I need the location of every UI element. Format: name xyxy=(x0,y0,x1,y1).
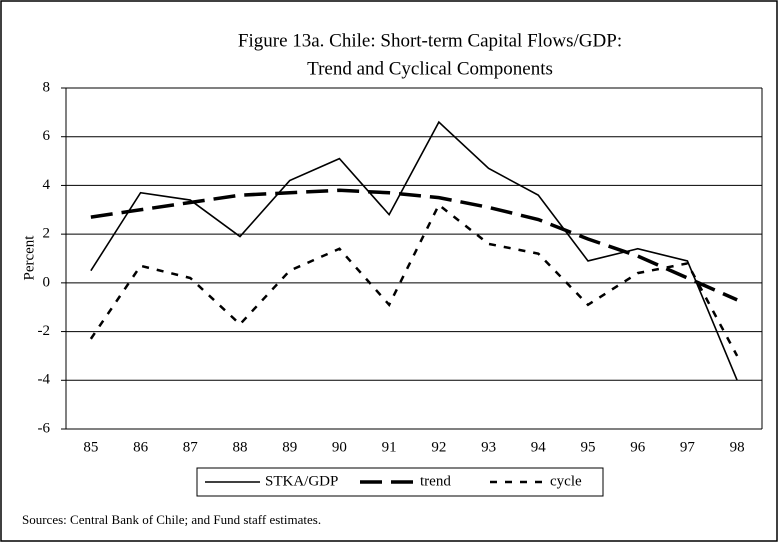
x-tick-label: 86 xyxy=(133,439,149,455)
x-tick-label: 96 xyxy=(630,439,646,455)
x-tick-label: 91 xyxy=(382,439,397,455)
chart-subtitle: Trend and Cyclical Components xyxy=(307,58,553,79)
y-tick-label: 2 xyxy=(43,226,51,242)
y-tick-label: 8 xyxy=(43,79,51,95)
y-tick-label: 0 xyxy=(43,274,51,290)
series-line xyxy=(90,188,738,302)
x-tick-label: 92 xyxy=(431,439,446,455)
x-tick-label: 97 xyxy=(680,439,696,455)
source-note: Sources: Central Bank of Chile; and Fund… xyxy=(22,512,321,527)
x-tick-label: 85 xyxy=(83,439,98,455)
x-tick-label: 98 xyxy=(730,439,745,455)
y-axis-label: Percent xyxy=(21,235,37,281)
x-tick-label: 89 xyxy=(282,439,297,455)
legend-label: STKA/GDP xyxy=(265,473,338,489)
chart-title: Figure 13a. Chile: Short-term Capital Fl… xyxy=(238,30,622,51)
series-line xyxy=(90,120,738,381)
x-tick-label: 95 xyxy=(581,439,596,455)
y-tick-label: 4 xyxy=(43,177,51,193)
y-tick-label: -2 xyxy=(38,323,51,339)
y-tick-label: -4 xyxy=(38,372,51,388)
legend-label: cycle xyxy=(550,473,582,489)
x-tick-label: 93 xyxy=(481,439,496,455)
x-tick-label: 90 xyxy=(332,439,347,455)
x-tick-label: 94 xyxy=(531,439,547,455)
x-tick-label: 87 xyxy=(183,439,199,455)
y-tick-label: -6 xyxy=(38,420,51,436)
x-tick-label: 88 xyxy=(233,439,248,455)
legend xyxy=(196,467,604,497)
legend-label: trend xyxy=(420,473,451,489)
y-tick-label: 6 xyxy=(43,128,51,144)
series-line xyxy=(89,202,739,357)
